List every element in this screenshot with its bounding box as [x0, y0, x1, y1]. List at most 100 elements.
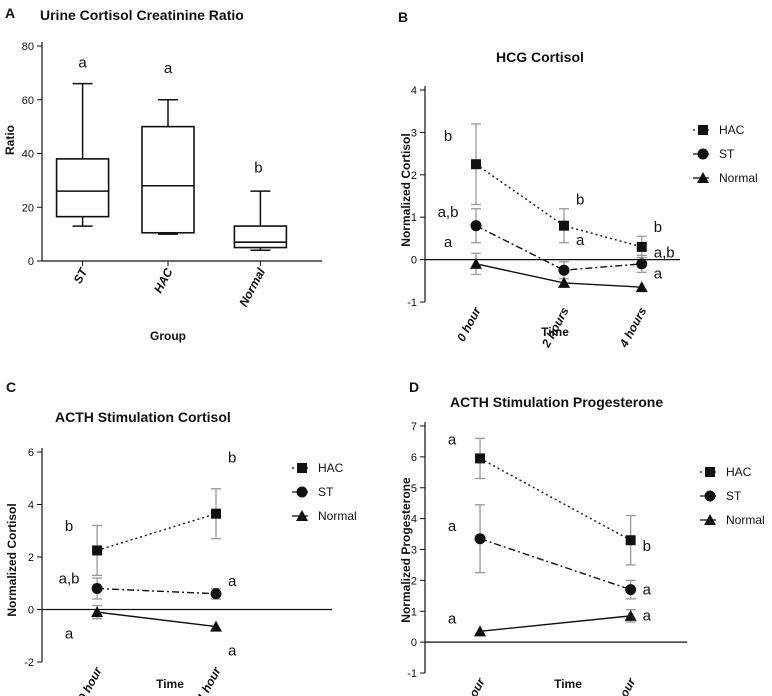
legend-label-normal: Normal: [719, 171, 758, 185]
significance-label: b: [576, 191, 584, 208]
y-tick-label: 0: [411, 637, 417, 649]
y-tick-label: 7: [411, 421, 417, 433]
x-axis-label: Time: [554, 677, 582, 691]
legend-marker-st: [296, 486, 308, 498]
chart-title: HCG Cortisol: [496, 49, 584, 65]
data-point-hac: [92, 545, 103, 556]
legend-label-hac: HAC: [318, 461, 344, 475]
x-category-label: 0 hour: [458, 675, 488, 696]
legend-label-st: ST: [318, 485, 334, 499]
y-tick-label: 2: [411, 575, 417, 587]
box-iqr: [233, 225, 288, 249]
panel-letter-a: A: [5, 5, 15, 21]
significance-label: a: [228, 573, 237, 590]
significance-label: a: [448, 432, 457, 449]
data-point-hac: [625, 535, 636, 546]
data-point-normal: [91, 606, 104, 618]
data-point-normal: [557, 276, 570, 288]
significance-label: a,b: [59, 570, 80, 587]
data-point-st: [474, 533, 486, 545]
legend-label-normal: Normal: [318, 509, 357, 523]
y-tick-label: 6: [411, 452, 417, 464]
y-tick-label: 4: [411, 514, 417, 526]
legend-marker-normal: [697, 172, 709, 183]
series-line-hac: [475, 163, 642, 248]
panel-letter-d: D: [409, 379, 419, 395]
data-point-hac: [475, 453, 486, 464]
significance-label: a: [643, 581, 652, 598]
x-category-label: 0 hour: [454, 304, 484, 344]
y-tick-label: 0: [411, 255, 417, 267]
legend-label-hac: HAC: [726, 465, 752, 479]
x-category-label: 4 hours: [616, 305, 649, 351]
data-point-hac: [471, 159, 481, 170]
significance-label: a: [164, 60, 173, 77]
y-tick-label: 5: [411, 483, 417, 495]
significance-label: b: [65, 518, 73, 535]
data-point-hac: [211, 508, 221, 519]
data-point-normal: [210, 620, 222, 632]
chart-title: Urine Cortisol Creatinine Ratio: [40, 7, 244, 23]
y-tick-label: 60: [22, 95, 34, 107]
data-point-st: [636, 258, 648, 270]
data-point-normal: [624, 609, 637, 621]
panel-d: D ACTH Stimulation Progesterone -1 0 1 2 3 4 5 6 7…: [399, 379, 765, 696]
significance-label: a: [448, 518, 457, 535]
significance-label: b: [654, 219, 662, 236]
series-line-st: [479, 538, 631, 591]
panel-a: A Urine Cortisol Creatinine Ratio 0 20 40 60 8…: [3, 5, 322, 343]
data-point-st: [625, 584, 637, 596]
data-point-st: [210, 588, 222, 600]
box-iqr: [141, 125, 195, 234]
series-line-normal: [479, 615, 631, 633]
series-line-st: [475, 225, 642, 271]
y-tick-label: 6: [28, 447, 34, 459]
y-tick-label: 80: [22, 41, 34, 53]
y-tick-label: 0: [28, 256, 34, 268]
data-point-normal: [474, 625, 487, 637]
significance-label: a: [444, 234, 453, 251]
significance-label: b: [254, 159, 262, 176]
box-iqr: [55, 158, 110, 218]
y-tick-label: 4: [411, 85, 417, 97]
legend-marker-normal: [704, 514, 716, 525]
significance-label: a: [78, 55, 87, 72]
legend-label-st: ST: [726, 489, 742, 503]
significance-label: a,b: [654, 244, 675, 261]
y-tick-label: -1: [407, 297, 417, 309]
legend-marker-hac: [297, 463, 307, 473]
series-line-hac: [96, 513, 217, 552]
data-point-st: [91, 583, 103, 594]
x-category-label: 0 hour: [75, 664, 105, 696]
series-line-st: [97, 587, 217, 595]
x-category-label: ST: [71, 264, 91, 286]
x-axis-label: Time: [156, 677, 184, 691]
legend-marker-hac: [698, 125, 708, 135]
panel-letter-c: C: [6, 379, 16, 395]
x-axis-label: Time: [541, 325, 569, 339]
legend-marker-st: [697, 148, 709, 160]
data-point-hac: [558, 220, 569, 231]
y-tick-label: 0: [28, 605, 34, 617]
x-category-label: HAC: [151, 266, 176, 296]
legend-label-normal: Normal: [726, 513, 765, 527]
chart-title: ACTH Stimulation Cortisol: [55, 409, 231, 425]
significance-label: a: [448, 611, 457, 628]
y-tick-label: 3: [411, 545, 417, 557]
significance-label: a,b: [438, 204, 459, 221]
significance-label: a: [65, 625, 74, 642]
significance-label: b: [444, 128, 452, 145]
series-line-hac: [479, 457, 632, 541]
x-category-label: Normal: [236, 265, 268, 309]
panel-letter-b: B: [398, 9, 408, 25]
legend-label-hac: HAC: [719, 123, 745, 137]
legend-label-st: ST: [719, 147, 735, 161]
significance-label: a: [576, 232, 585, 249]
panel-c: C ACTH Stimulation Cortisol -2 0 2 4 6 0 hour 1 …: [5, 379, 357, 696]
data-point-st: [558, 264, 570, 276]
y-tick-label: 1: [411, 212, 417, 224]
y-axis-label: Normalized Cortisol: [5, 503, 19, 616]
y-tick-label: 3: [411, 127, 417, 139]
